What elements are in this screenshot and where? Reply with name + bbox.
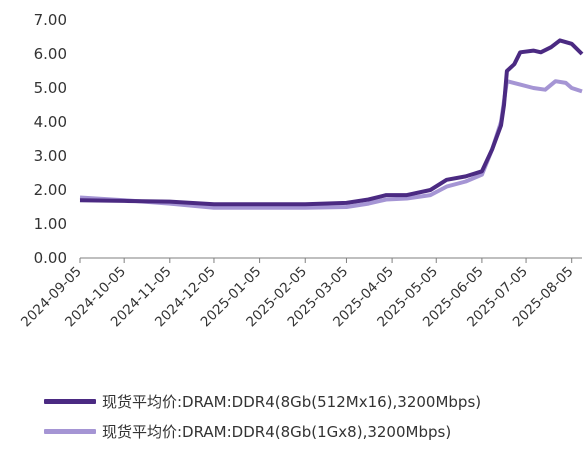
legend-label-series-1: 现货平均价:DRAM:DDR4(8Gb(512Mx16),3200Mbps) — [102, 392, 482, 411]
y-tick-label: 1.00 — [34, 215, 67, 233]
legend-item-series-2: 现货平均价:DRAM:DDR4(8Gb(1Gx8),3200Mbps) — [44, 416, 481, 446]
y-axis: 0.00 1.00 2.00 3.00 4.00 5.00 6.00 7.00 — [34, 11, 67, 267]
y-tick-label: 6.00 — [34, 45, 67, 63]
legend: 现货平均价:DRAM:DDR4(8Gb(512Mx16),3200Mbps) 现… — [44, 386, 481, 446]
legend-swatch-series-2 — [44, 428, 96, 434]
y-tick-label: 0.00 — [34, 249, 67, 267]
y-tick-label: 5.00 — [34, 79, 67, 97]
plot-area — [79, 38, 584, 210]
legend-swatch-series-1 — [44, 398, 96, 404]
y-tick-label: 2.00 — [34, 181, 67, 199]
legend-item-series-1: 现货平均价:DRAM:DDR4(8Gb(512Mx16),3200Mbps) — [44, 386, 481, 416]
series-line-1 — [79, 38, 584, 207]
x-axis: 2024-09-052024-10-052024-11-052024-12-05… — [18, 257, 582, 330]
line-chart: 0.00 1.00 2.00 3.00 4.00 5.00 6.00 7.00 2024-09… — [18, 11, 584, 330]
series-line-2 — [79, 79, 583, 210]
y-tick-label: 3.00 — [34, 147, 67, 165]
y-tick-label: 4.00 — [34, 113, 67, 131]
y-tick-label: 7.00 — [34, 11, 67, 29]
legend-label-series-2: 现货平均价:DRAM:DDR4(8Gb(1Gx8),3200Mbps) — [102, 422, 452, 441]
